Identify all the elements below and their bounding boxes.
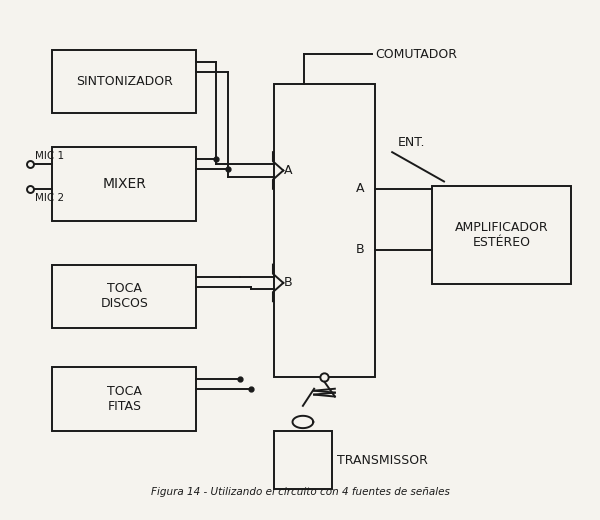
Bar (274, 431, 332, 489)
Text: A: A (284, 164, 293, 177)
Bar (52, 367, 196, 431)
Bar (52, 265, 196, 328)
Text: TOCA
DISCOS: TOCA DISCOS (100, 282, 148, 310)
Text: ENT.: ENT. (398, 136, 425, 149)
Text: AMPLIFICADOR
ESTÉREO: AMPLIFICADOR ESTÉREO (455, 221, 548, 249)
Bar (433, 186, 571, 284)
Bar (274, 84, 375, 377)
Text: MIXER: MIXER (103, 177, 146, 191)
Text: SINTONIZADOR: SINTONIZADOR (76, 75, 173, 88)
Text: MIC 2: MIC 2 (35, 192, 64, 203)
Text: TRANSMISSOR: TRANSMISSOR (337, 453, 428, 466)
Text: MIC 1: MIC 1 (35, 151, 64, 161)
Text: Figura 14 - Utilizando el circuito con 4 fuentes de señales: Figura 14 - Utilizando el circuito con 4… (151, 487, 449, 497)
Text: TOCA
FITAS: TOCA FITAS (107, 385, 142, 413)
Text: A: A (356, 183, 365, 196)
Bar (52, 49, 196, 113)
Text: B: B (356, 243, 365, 256)
Bar (52, 147, 196, 220)
Text: COMUTADOR: COMUTADOR (375, 48, 457, 61)
Text: B: B (284, 277, 293, 290)
